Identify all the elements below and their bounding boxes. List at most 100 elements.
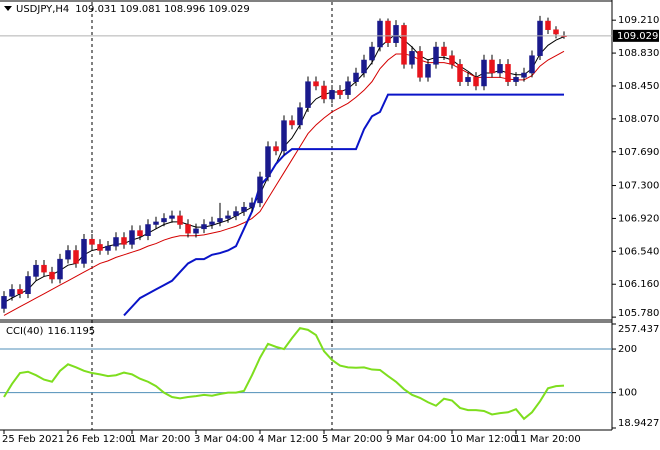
y-tick-label: 200 bbox=[618, 344, 637, 355]
candle-body bbox=[537, 20, 543, 56]
candle-body bbox=[137, 230, 143, 237]
menu-arrow bbox=[4, 6, 12, 11]
candle-body bbox=[305, 81, 311, 108]
candle-body bbox=[449, 55, 455, 65]
candle-body bbox=[97, 244, 103, 251]
x-tick-label: 10 Mar 12:00 bbox=[450, 434, 517, 445]
moving-average bbox=[123, 93, 564, 317]
candle-body bbox=[337, 90, 343, 95]
candle-body bbox=[297, 107, 303, 126]
candle-body bbox=[529, 55, 535, 74]
candle-body bbox=[113, 237, 119, 247]
candle-body bbox=[89, 238, 95, 245]
candle-body bbox=[257, 176, 263, 204]
cci-line bbox=[3, 327, 565, 421]
indicator-title: CCI(40) 116.1195 bbox=[6, 326, 95, 337]
candle-body bbox=[193, 228, 199, 234]
candle-body bbox=[49, 271, 55, 280]
candle-body bbox=[249, 202, 255, 208]
candle-body bbox=[441, 46, 447, 56]
candle-body bbox=[457, 64, 463, 82]
candle-body bbox=[489, 59, 495, 74]
candle-body bbox=[233, 211, 239, 217]
candle-body bbox=[241, 206, 247, 212]
indicator-value: 116.1195 bbox=[47, 326, 95, 337]
candle-body bbox=[41, 264, 47, 273]
candle-body bbox=[145, 224, 151, 237]
candle-body bbox=[409, 51, 415, 65]
candle-body bbox=[17, 289, 23, 295]
x-tick-label: 1 Mar 20:00 bbox=[130, 434, 190, 445]
candle-body bbox=[361, 59, 367, 74]
candle-body bbox=[385, 20, 391, 43]
candle-body bbox=[185, 224, 191, 234]
ohlc-low: 108.996 bbox=[164, 4, 205, 15]
candle-body bbox=[9, 289, 15, 297]
candle-body bbox=[161, 218, 167, 223]
indicator-name: CCI(40) bbox=[6, 326, 44, 337]
y-tick-label: 106.540 bbox=[618, 246, 659, 257]
x-tick-label: 25 Feb 2021 bbox=[2, 434, 64, 445]
candle-body bbox=[473, 77, 479, 87]
y-tick-label: 108.450 bbox=[618, 81, 659, 92]
candle-body bbox=[425, 64, 431, 78]
candle-body bbox=[25, 276, 31, 295]
candle-body bbox=[177, 215, 183, 225]
candle-body bbox=[393, 25, 399, 43]
candle-body bbox=[513, 77, 519, 82]
candle-body bbox=[129, 230, 135, 245]
candle-body bbox=[377, 20, 383, 48]
candle-body bbox=[369, 46, 375, 61]
candle-body bbox=[321, 85, 327, 100]
ohlc-open: 109.031 bbox=[75, 4, 116, 15]
candle-body bbox=[465, 77, 471, 82]
y-tick-label: 105.780 bbox=[618, 308, 659, 319]
candle-body bbox=[73, 250, 79, 264]
candle-body bbox=[265, 146, 271, 178]
candle-body bbox=[505, 64, 511, 82]
y-tick-label: 107.690 bbox=[618, 147, 659, 158]
y-tick-label: 108.830 bbox=[618, 48, 659, 59]
ohlc-high: 109.081 bbox=[120, 4, 161, 15]
y-tick-label: 18.9427 bbox=[618, 418, 659, 429]
candle-body bbox=[217, 218, 223, 223]
x-tick-label: 4 Mar 12:00 bbox=[258, 434, 318, 445]
candle-body bbox=[417, 51, 423, 78]
candle-body bbox=[201, 224, 207, 230]
x-tick-label: 11 Mar 20:00 bbox=[514, 434, 581, 445]
candle-body bbox=[121, 237, 127, 245]
candle-body bbox=[545, 20, 551, 30]
x-tick-label: 5 Mar 20:00 bbox=[322, 434, 382, 445]
candle-body bbox=[209, 221, 215, 225]
candle-body bbox=[225, 215, 231, 219]
candle-body bbox=[169, 215, 175, 219]
candle-body bbox=[433, 46, 439, 65]
chart-title: USDJPY,H4 109.031 109.081 108.996 109.029 bbox=[16, 4, 250, 15]
candle-body bbox=[105, 245, 111, 251]
candle-body bbox=[313, 81, 319, 87]
y-tick-label: 106.920 bbox=[618, 213, 659, 224]
candle-body bbox=[497, 64, 503, 74]
y-tick-label: 108.070 bbox=[618, 114, 659, 125]
candle-body bbox=[329, 90, 335, 100]
candle-body bbox=[153, 221, 159, 225]
candle-body bbox=[521, 72, 527, 78]
candle-body bbox=[65, 250, 71, 260]
candle-body bbox=[345, 81, 351, 95]
candle-body bbox=[289, 120, 295, 126]
moving-average bbox=[3, 50, 565, 316]
candle-body bbox=[81, 238, 87, 264]
candle-body bbox=[33, 264, 39, 277]
y-tick-label: 107.300 bbox=[618, 181, 659, 192]
candle-body bbox=[353, 72, 359, 82]
y-tick-label: 100 bbox=[618, 388, 637, 399]
candle-body bbox=[273, 146, 279, 152]
x-tick-label: 9 Mar 04:00 bbox=[386, 434, 446, 445]
candle-body bbox=[1, 296, 7, 309]
candle-body bbox=[401, 25, 407, 65]
price-tag bbox=[613, 29, 659, 42]
ohlc-close: 109.029 bbox=[208, 4, 249, 15]
marks bbox=[0, 15, 616, 434]
